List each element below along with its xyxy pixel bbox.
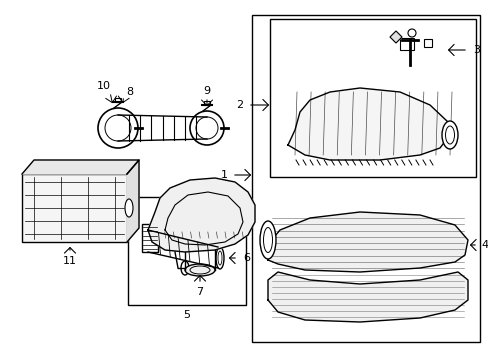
Ellipse shape — [184, 264, 215, 276]
Text: 5: 5 — [183, 310, 190, 320]
Bar — [399, 38, 413, 50]
Text: 6: 6 — [243, 253, 249, 263]
Text: 11: 11 — [63, 256, 77, 266]
Polygon shape — [148, 178, 254, 252]
Bar — [203, 101, 209, 105]
Bar — [269, 19, 475, 177]
Polygon shape — [267, 272, 467, 322]
Text: 7: 7 — [196, 287, 203, 297]
Bar — [128, 197, 245, 305]
Ellipse shape — [441, 121, 457, 149]
Polygon shape — [287, 88, 449, 160]
Bar — [22, 174, 127, 242]
Bar — [142, 224, 158, 252]
Text: 1: 1 — [220, 170, 227, 180]
Text: 9: 9 — [203, 86, 210, 96]
Text: 8: 8 — [126, 87, 133, 97]
Text: 3: 3 — [472, 45, 479, 55]
Text: 2: 2 — [236, 100, 243, 110]
Bar — [251, 15, 479, 342]
Bar — [115, 98, 121, 102]
Text: 10: 10 — [97, 81, 111, 91]
Polygon shape — [389, 31, 401, 43]
Polygon shape — [22, 160, 139, 174]
Text: 4: 4 — [480, 240, 487, 250]
Bar — [423, 39, 431, 47]
Ellipse shape — [260, 221, 275, 259]
Polygon shape — [127, 160, 139, 242]
Polygon shape — [267, 212, 467, 272]
Ellipse shape — [125, 199, 133, 217]
